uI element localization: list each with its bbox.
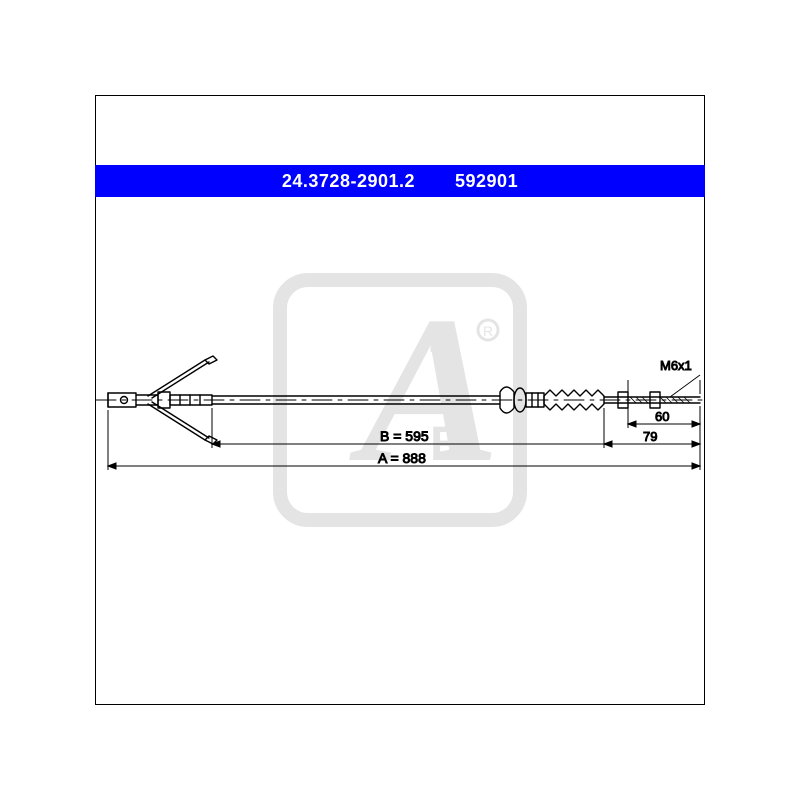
canvas: 24.3728-2901.2 592901 A T E R: [0, 0, 800, 800]
dim-b: B = 595: [380, 428, 429, 444]
dimension-set: M6x1 60 79 B = 595 A = 888: [108, 358, 700, 470]
dim-thread: M6x1: [660, 358, 692, 373]
dim-79: 79: [643, 429, 657, 444]
technical-drawing: M6x1 60 79 B = 595 A = 888: [0, 0, 800, 800]
dim-60: 60: [655, 409, 669, 424]
dim-a: A = 888: [378, 450, 426, 466]
